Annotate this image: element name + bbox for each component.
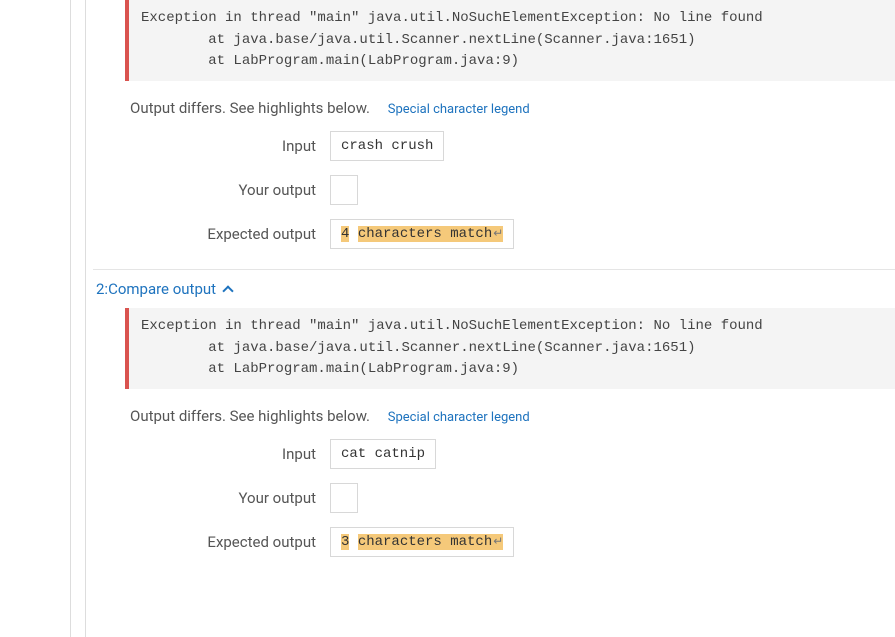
exception-line: at java.base/java.util.Scanner.nextLine(… bbox=[141, 340, 696, 356]
input-row: Input crash crush bbox=[130, 131, 895, 161]
differs-msg: Output differs. See highlights below. bbox=[130, 99, 370, 117]
expected-output-value-box: 3 characters match bbox=[330, 527, 514, 557]
expected-diff-text: characters match bbox=[358, 534, 503, 550]
compare-output-header[interactable]: 2:Compare output bbox=[96, 280, 895, 298]
expected-output-label: Expected output bbox=[130, 533, 330, 551]
your-output-label: Your output bbox=[130, 181, 330, 199]
exception-line: at LabProgram.main(LabProgram.java:9) bbox=[141, 53, 519, 69]
exception-line: at LabProgram.main(LabProgram.java:9) bbox=[141, 361, 519, 377]
input-label: Input bbox=[130, 445, 330, 463]
input-value: crash crush bbox=[341, 138, 433, 154]
input-value: cat catnip bbox=[341, 446, 425, 462]
your-output-value-box bbox=[330, 175, 358, 205]
your-output-label: Your output bbox=[130, 489, 330, 507]
exception-line: Exception in thread "main" java.util.NoS… bbox=[141, 318, 763, 334]
output-differs-text: Output differs. See highlights below. Sp… bbox=[130, 99, 895, 117]
expected-output-row: Expected output 4 characters match bbox=[130, 219, 895, 249]
expected-diff-text: characters match bbox=[358, 226, 503, 242]
input-value-box: crash crush bbox=[330, 131, 444, 161]
input-value-box: cat catnip bbox=[330, 439, 436, 469]
expected-diff-num: 4 bbox=[341, 226, 349, 242]
differs-msg: Output differs. See highlights below. bbox=[130, 407, 370, 425]
error-box: Exception in thread "main" java.util.NoS… bbox=[125, 308, 895, 389]
output-differs-text: Output differs. See highlights below. Sp… bbox=[130, 407, 895, 425]
page: Exception in thread "main" java.util.NoS… bbox=[0, 0, 895, 637]
your-output-row: Your output bbox=[130, 175, 895, 205]
error-box: Exception in thread "main" java.util.NoS… bbox=[125, 0, 895, 81]
exception-line: at java.base/java.util.Scanner.nextLine(… bbox=[141, 32, 696, 48]
expected-output-value-box: 4 characters match bbox=[330, 219, 514, 249]
input-label: Input bbox=[130, 137, 330, 155]
sep bbox=[349, 226, 357, 242]
sep bbox=[349, 534, 357, 550]
expected-output-label: Expected output bbox=[130, 225, 330, 243]
chevron-up-icon bbox=[222, 283, 234, 295]
comparison-rows: Input crash crush Your output Expected o… bbox=[130, 131, 895, 249]
your-output-row: Your output bbox=[130, 483, 895, 513]
your-output-value-box bbox=[330, 483, 358, 513]
divider bbox=[93, 269, 895, 270]
left-rail-2 bbox=[85, 0, 86, 637]
expected-output-row: Expected output 3 characters match bbox=[130, 527, 895, 557]
comparison-rows: Input cat catnip Your output Expected ou… bbox=[130, 439, 895, 557]
section-title: 2:Compare output bbox=[96, 280, 216, 298]
expected-diff-num: 3 bbox=[341, 534, 349, 550]
left-rail-1 bbox=[70, 0, 71, 637]
special-char-legend-link[interactable]: Special character legend bbox=[388, 410, 530, 425]
exception-line: Exception in thread "main" java.util.NoS… bbox=[141, 10, 763, 26]
input-row: Input cat catnip bbox=[130, 439, 895, 469]
special-char-legend-link[interactable]: Special character legend bbox=[388, 102, 530, 117]
